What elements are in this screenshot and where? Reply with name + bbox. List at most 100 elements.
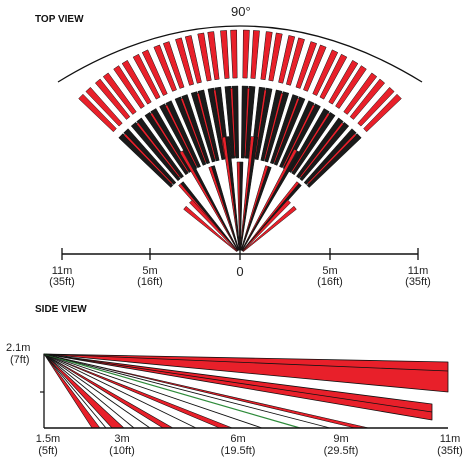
outer-beam-segment (312, 49, 339, 96)
middle-beam-segment (150, 108, 193, 173)
side-ground-ray (43, 353, 263, 429)
middle-beam-core (273, 97, 300, 163)
middle-beam-segment (123, 128, 177, 185)
near-field-beam (242, 199, 291, 252)
inner-beam (240, 166, 272, 251)
side-ground-ray (43, 353, 331, 429)
outer-beam-segment (250, 30, 260, 79)
outer-beam-segment (343, 72, 378, 115)
outer-beam-segment (121, 60, 152, 105)
scale-label-m: 11m (52, 265, 73, 277)
inner-beam (182, 148, 239, 251)
range-label-m: 9m (333, 433, 348, 445)
range-label-ft: (35ft) (437, 445, 463, 457)
middle-beam-segment (181, 94, 210, 165)
side-ground-ray (43, 353, 151, 429)
near-field-beam (189, 199, 238, 252)
outer-beam-segment (286, 37, 305, 86)
scale-label-ft: (35ft) (405, 276, 431, 288)
middle-beam-core (150, 112, 189, 172)
scale-label-ft: (35ft) (49, 276, 75, 288)
range-label-ft: (10ft) (109, 445, 135, 457)
middle-beam-segment (299, 121, 350, 182)
middle-beam-segment (306, 133, 362, 188)
mount-height-m: 2.1m (6, 342, 30, 354)
near-field-beam (242, 205, 297, 252)
outer-beam-segment (260, 31, 273, 81)
side-ground-ray (43, 353, 301, 429)
side-view-diagram: SIDE VIEW 2.1m (7ft) 1.5m (5ft) 3m (10ft… (6, 304, 463, 457)
middle-beam-segment (165, 100, 201, 169)
middle-beam-core (282, 104, 316, 167)
scale-label-origin: 0 (236, 264, 243, 279)
scale-label-ft: (16ft) (137, 276, 163, 288)
range-label-m: 3m (114, 433, 129, 445)
range-label-ft: (19.5ft) (221, 445, 256, 457)
range-label-ft: (29.5ft) (324, 445, 359, 457)
middle-beam-core (291, 112, 330, 172)
middle-beam-core (123, 133, 173, 185)
outer-beam-segment (349, 78, 385, 120)
outer-beam-segment (197, 32, 212, 82)
middle-beam-core (136, 122, 181, 178)
angle-label-bg (228, 4, 254, 18)
outer-beam-segment (78, 93, 117, 133)
middle-beam-core (299, 122, 344, 178)
inner-beam (241, 150, 301, 251)
middle-beam-core (164, 104, 198, 167)
middle-beam-core (244, 87, 250, 157)
side-beam-divider (43, 353, 449, 372)
middle-beam-segment (264, 91, 290, 163)
outer-beam-segment (242, 29, 250, 79)
top-view-diagram: TOP VIEW 90° 11m (35ft) 5m (16ft) 0 5m (… (35, 4, 431, 288)
outer-beam-segment (295, 41, 317, 89)
range-label-ft: (5ft) (38, 445, 58, 457)
outer-beam-segment (278, 35, 296, 84)
side-beams (43, 353, 449, 429)
outer-beam-segment (357, 87, 395, 127)
outer-beam-segment (335, 65, 367, 109)
outer-beam-segment (184, 35, 202, 84)
middle-beam-segment (254, 87, 273, 160)
side-ground-ray (43, 353, 135, 429)
middle-beam-segment (136, 117, 184, 179)
middle-beam-segment (197, 89, 220, 162)
outer-beam-segment (141, 49, 168, 96)
middle-beam-core (307, 133, 357, 185)
side-beam-divider (43, 353, 433, 413)
outer-beam-segment (132, 53, 161, 100)
range-label-m: 11m (440, 433, 461, 445)
middle-beam-segment (291, 111, 336, 176)
outer-beam-segment (163, 41, 185, 89)
outer-beam-segment (303, 44, 327, 92)
outer-beam-segment (207, 31, 220, 81)
outer-beam-segment (102, 72, 137, 115)
middle-beam-segment (231, 85, 239, 159)
scale-label-m: 5m (322, 265, 337, 277)
outer-beam-segment (220, 30, 230, 79)
side-ground-ray (43, 353, 107, 429)
middle-beam-segment (273, 96, 306, 166)
scale-label-ft: (16ft) (317, 276, 343, 288)
outer-beam-segment (95, 78, 131, 120)
outer-beam-segment (328, 60, 359, 105)
middle-beam-core (180, 97, 207, 163)
outer-beam-segment (85, 87, 123, 127)
outer-beam-segment (268, 32, 283, 82)
inner-beam (211, 165, 240, 251)
coverage-angle-label: 90° (231, 4, 251, 19)
scale-label-m: 11m (408, 265, 429, 277)
outer-beam-segment (363, 93, 402, 133)
mount-height-ft: (7ft) (10, 354, 30, 366)
middle-beam-core (196, 92, 217, 160)
middle-beam-core (263, 92, 284, 160)
side-ground-ray (43, 353, 197, 429)
middle-beam-segment (245, 85, 256, 159)
outer-beam-segment (153, 44, 177, 92)
top-view-title: TOP VIEW (35, 14, 84, 25)
fan-beams (78, 29, 402, 252)
side-view-title: SIDE VIEW (35, 304, 87, 315)
outer-beam-segment (113, 65, 145, 109)
near-field-beam (183, 205, 238, 252)
